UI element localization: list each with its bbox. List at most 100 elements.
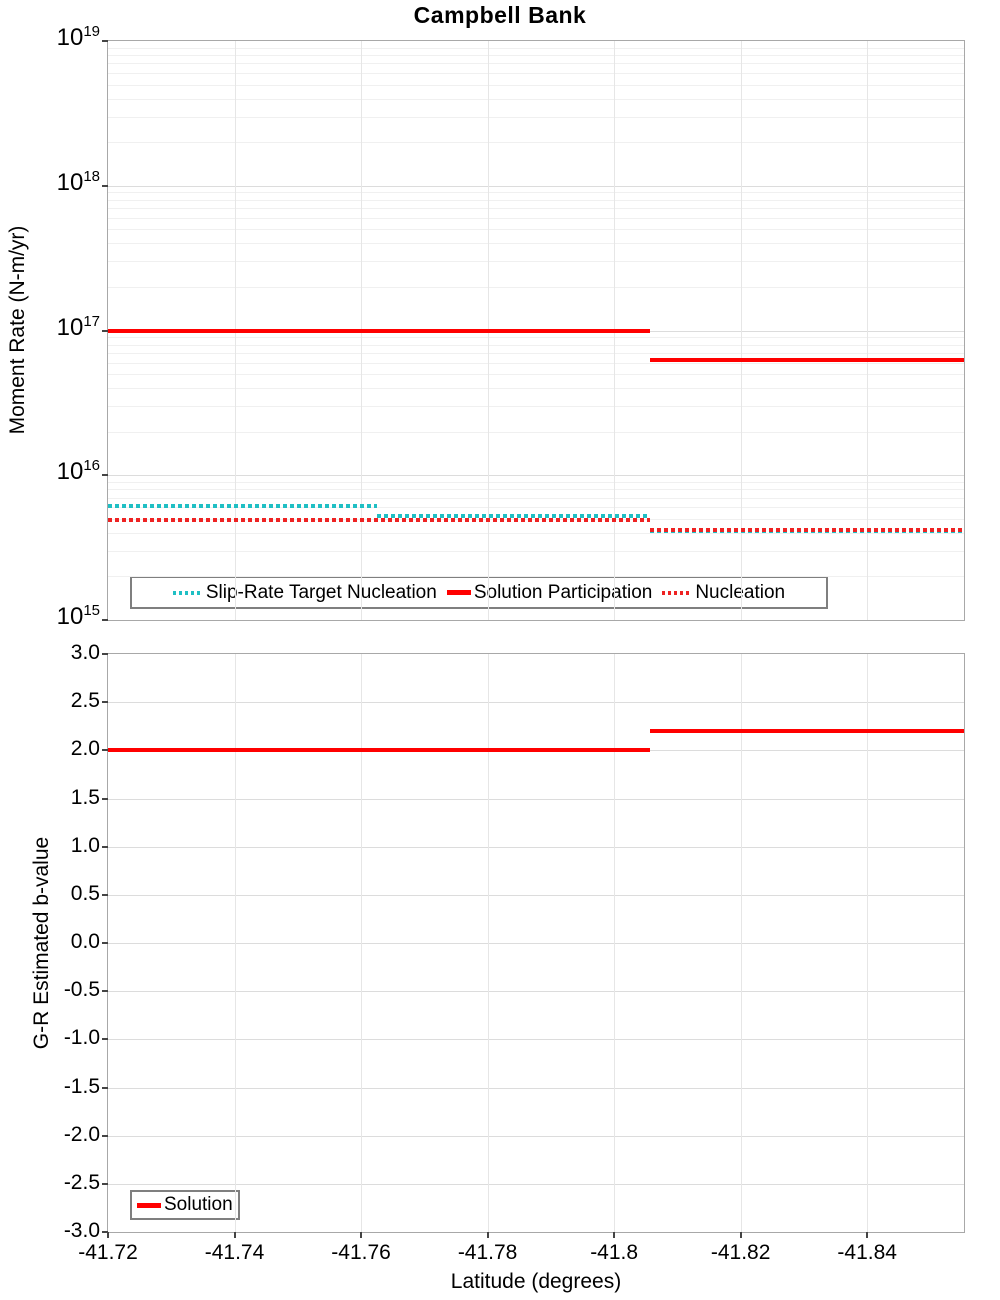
major-gridline xyxy=(108,894,964,896)
b-value-plot-area: Solution -41.72 -41.74 -41.76 -41.78 -41.8 -4… xyxy=(64,641,965,1264)
y-axis-title-moment-rate: Moment Rate (N-m/yr) xyxy=(6,225,29,435)
series-segment-solution-participation xyxy=(108,328,650,333)
minor-gridline xyxy=(108,142,964,144)
minor-gridline xyxy=(108,286,964,288)
x-tick-mark xyxy=(233,1232,236,1238)
y-tick-label: 1015 xyxy=(30,603,100,631)
moment-rate-plot-area: Slip-Rate Target Nucleation Solution Par… xyxy=(57,24,965,630)
slip-rate-target-nucleation-line-swatch xyxy=(172,590,203,595)
y-tick-label: 1.0 xyxy=(70,833,100,857)
y-tick-mantissa: 10 xyxy=(56,24,84,51)
y-tick-label: 1019 xyxy=(30,24,100,52)
y-tick-label: 1.5 xyxy=(70,785,100,809)
minor-gridline xyxy=(108,576,964,578)
y-tick-mark xyxy=(102,893,108,896)
y-tick-mantissa: 10 xyxy=(56,313,84,341)
minor-gridline xyxy=(108,192,964,194)
x-tick-label: -41.82 xyxy=(710,1241,771,1264)
series-segment-nucleation xyxy=(108,518,650,523)
y-tick-label: 2.5 xyxy=(70,689,100,713)
minor-gridline xyxy=(108,362,964,364)
y-tick-label: 0.5 xyxy=(70,881,100,905)
series-segment-nucleation xyxy=(649,527,964,532)
minor-gridline xyxy=(108,550,964,552)
major-gridline xyxy=(108,1183,964,1185)
vertical-gridline xyxy=(234,654,236,1232)
major-gridline xyxy=(108,475,964,477)
minor-gridline xyxy=(108,481,964,483)
minor-gridline xyxy=(108,116,964,118)
y-tick-mark xyxy=(102,1086,108,1089)
minor-gridline xyxy=(108,352,964,354)
x-tick-mark xyxy=(486,1232,489,1238)
minor-gridline xyxy=(108,199,964,201)
minor-gridline xyxy=(108,431,964,433)
major-gridline xyxy=(108,798,964,800)
series-segment-solution-participation xyxy=(649,357,964,362)
y-tick-mark xyxy=(102,329,108,332)
vertical-gridline xyxy=(867,654,869,1232)
y-tick-mark xyxy=(102,990,108,993)
minor-gridline xyxy=(108,344,964,346)
y-tick-label: 1017 xyxy=(30,314,100,342)
minor-gridline xyxy=(108,55,964,57)
major-gridline xyxy=(108,1087,964,1089)
series-segment-solution xyxy=(108,748,650,753)
y-tick-mark xyxy=(102,1038,108,1041)
y-tick-label: 0.0 xyxy=(70,930,100,953)
y-tick-mark xyxy=(102,619,108,621)
y-tick-label: -3.0 xyxy=(63,1219,100,1242)
minor-gridline xyxy=(108,532,964,534)
major-gridline xyxy=(108,185,964,187)
solution-line-swatch xyxy=(137,1202,161,1208)
y-tick-mark xyxy=(102,797,108,800)
minor-gridline xyxy=(108,406,964,408)
x-tick-label: -41.76 xyxy=(331,1241,391,1264)
y-tick-exponent: 16 xyxy=(83,457,100,475)
minor-gridline xyxy=(108,47,964,49)
y-tick-mark xyxy=(102,942,108,944)
y-tick-label: 1016 xyxy=(30,458,100,486)
x-tick-label: -41.8 xyxy=(590,1241,639,1264)
vertical-gridline xyxy=(487,654,489,1232)
y-tick-exponent: 17 xyxy=(83,312,100,330)
y-tick-label: 3.0 xyxy=(70,641,100,664)
y-tick-label: -1.5 xyxy=(63,1074,100,1098)
minor-gridline xyxy=(108,208,964,210)
y-tick-mark xyxy=(102,653,108,655)
series-segment-solution xyxy=(649,729,964,734)
legend-label-nucleation: Nucleation xyxy=(695,582,785,604)
minor-gridline xyxy=(108,84,964,86)
major-gridline xyxy=(108,702,964,704)
x-tick-label: -41.78 xyxy=(457,1241,518,1264)
minor-gridline xyxy=(108,243,964,245)
major-gridline xyxy=(108,1039,964,1041)
legend-item-nucleation: Nucleation xyxy=(662,582,785,604)
legend-item-slip-rate-target-nucleation: Slip-Rate Target Nucleation xyxy=(172,581,437,604)
minor-gridline xyxy=(108,497,964,499)
major-gridline xyxy=(108,1135,964,1137)
y-tick-exponent: 15 xyxy=(83,602,100,619)
x-tick-label: -41.74 xyxy=(204,1241,265,1264)
y-tick-mantissa: 10 xyxy=(56,603,84,630)
y-tick-mark xyxy=(102,474,108,477)
legend-item-solution-participation: Solution Participation xyxy=(446,581,653,604)
y-tick-mark xyxy=(102,1231,108,1233)
y-tick-exponent: 19 xyxy=(83,23,100,40)
y-tick-label: 2.0 xyxy=(70,737,100,761)
legend-label-solution-participation: Solution Participation xyxy=(473,581,653,603)
x-axis-title-latitude: Latitude (degrees) xyxy=(450,1270,622,1293)
y-tick-mark xyxy=(102,184,108,187)
legend-label-slip-rate-target-nucleation: Slip-Rate Target Nucleation xyxy=(205,581,437,603)
y-tick-mark xyxy=(102,845,108,848)
minor-gridline xyxy=(108,374,964,376)
vertical-gridline xyxy=(740,654,742,1232)
x-tick-label: -41.72 xyxy=(78,1241,138,1264)
y-tick-label: 1018 xyxy=(30,169,100,197)
vertical-gridline xyxy=(740,41,742,620)
y-tick-label: -2.5 xyxy=(63,1170,100,1194)
minor-gridline xyxy=(108,507,964,509)
major-gridline xyxy=(108,991,964,993)
minor-gridline xyxy=(108,489,964,491)
